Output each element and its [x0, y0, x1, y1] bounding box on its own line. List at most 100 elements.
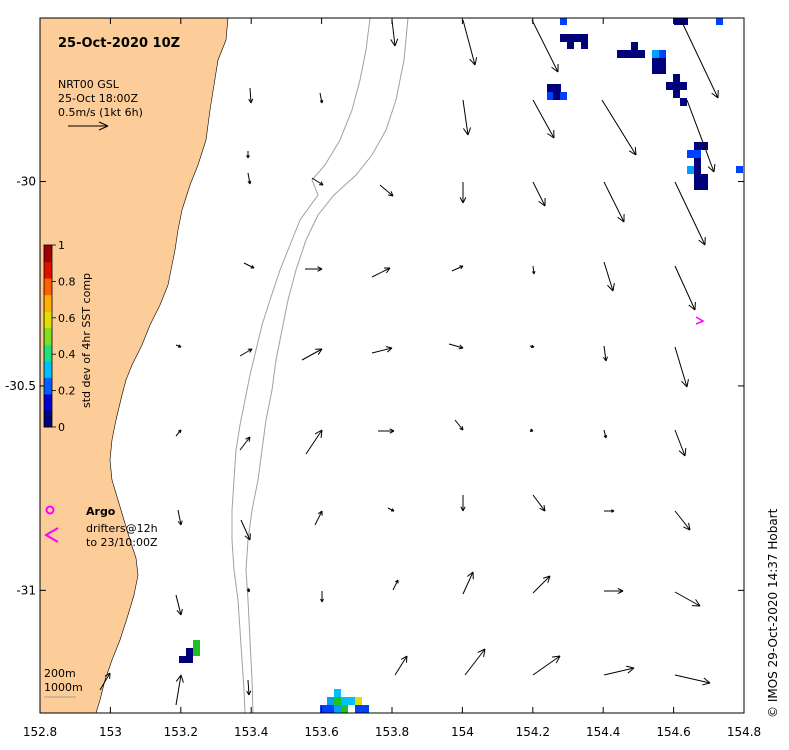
isobath-1000m: [245, 17, 409, 714]
colorbar-ticks: 1 0.8 0.6 0.4 0.2 0: [52, 239, 76, 434]
credit-text: © IMOS 29-Oct-2020 14:37 Hobart: [766, 508, 780, 718]
current-arrow: [239, 348, 253, 357]
current-arrow: [680, 19, 719, 99]
colorbar-segment: [44, 377, 52, 395]
current-arrow: [529, 428, 534, 432]
drifters-line-2: to 23/10:00Z: [86, 536, 158, 549]
colorbar-tick-label: 0: [58, 421, 65, 434]
axis-ticks: [39, 18, 745, 713]
current-arrow: [603, 345, 608, 362]
current-arrow: [603, 665, 635, 676]
colorbar-segment: [44, 261, 52, 279]
x-tick-label: 154.4: [586, 725, 620, 739]
argo-label: Argo: [86, 505, 116, 518]
y-tick-label: -31: [16, 583, 36, 597]
current-arrow: [674, 674, 711, 686]
current-arrow: [531, 19, 559, 73]
x-tick-label: 154.2: [516, 725, 550, 739]
current-arrow: [601, 99, 637, 156]
current-arrow: [462, 571, 474, 595]
current-arrow: [379, 184, 394, 197]
colorbar-segment: [44, 360, 52, 378]
colorbar-segment: [44, 327, 52, 345]
current-arrow: [175, 344, 182, 348]
current-arrow: [674, 429, 687, 457]
current-arrow: [532, 181, 546, 207]
current-arrow: [464, 648, 486, 676]
current-arrow: [301, 348, 323, 361]
drifters-line-1: drifters@12h: [86, 522, 158, 535]
x-tick-label: 153.8: [375, 725, 409, 739]
colorbar-tick-label: 0.2: [58, 385, 76, 398]
y-tick-label: -30: [16, 175, 36, 189]
current-arrow: [462, 99, 472, 136]
current-arrow: [314, 510, 323, 526]
current-arrow: [390, 19, 399, 47]
current-arrow: [243, 262, 255, 269]
colorbar-tick-label: 0.6: [58, 312, 76, 325]
current-arrow: [246, 151, 250, 159]
current-arrow: [177, 509, 183, 526]
x-tick-label: 153.6: [304, 725, 338, 739]
x-tick-label: 153.2: [164, 725, 198, 739]
x-tick-label: 154.6: [656, 725, 690, 739]
source-line-1: NRT00 GSL: [58, 78, 120, 91]
current-arrow: [311, 177, 324, 186]
scale-text: 0.5m/s (1kt 6h): [58, 106, 143, 119]
map-title: 25-Oct-2020 10Z: [58, 36, 180, 51]
colorbar-segment: [44, 245, 52, 263]
current-arrow: [532, 99, 555, 139]
depth-label-1000m: 1000m: [44, 681, 83, 694]
colorbar-tick-label: 0.4: [58, 348, 76, 361]
current-arrow: [378, 428, 395, 434]
current-arrow: [603, 429, 608, 439]
current-arrow: [239, 436, 251, 451]
argo-marker: [45, 505, 55, 515]
current-arrow: [451, 265, 464, 272]
current-arrow: [320, 591, 324, 603]
current-arrow: [603, 261, 615, 292]
current-arrow: [674, 346, 689, 388]
x-tick-label: 154: [451, 725, 474, 739]
current-arrow: [392, 579, 399, 591]
current-arrow: [686, 99, 716, 173]
land-mass: [39, 17, 229, 714]
x-tick-labels: 152.8 153 153.2 153.4 153.6 153.8 154 154.2 154.…: [23, 725, 761, 739]
x-tick-label: 153.4: [234, 725, 268, 739]
x-tick-label: 154.8: [727, 725, 761, 739]
current-arrow: [532, 575, 551, 594]
y-tick-label: -30.5: [5, 379, 36, 393]
current-arrow: [448, 343, 464, 350]
drifter-marker: [44, 527, 59, 543]
current-arrow: [454, 419, 464, 431]
colorbar-segment: [44, 278, 52, 296]
current-arrow: [246, 679, 252, 696]
current-arrow: [371, 267, 391, 278]
current-arrow: [240, 519, 251, 541]
current-arrow: [248, 87, 254, 104]
colorbar-segment: [44, 311, 52, 329]
colorbar-segment: [44, 294, 52, 312]
current-arrow: [305, 266, 323, 272]
colorbar-tick-label: 1: [58, 239, 65, 252]
colorbar: [44, 245, 52, 428]
isobath-200m: [231, 17, 371, 714]
y-tick-labels: -30 -30.5 -31: [5, 175, 36, 598]
current-arrow: [674, 510, 691, 531]
scale-arrow: [68, 121, 109, 131]
colorbar-label: std dev of 4hr SST comp: [80, 273, 93, 408]
current-arrow: [459, 182, 467, 204]
colorbar-segment: [44, 393, 52, 411]
current-arrow: [247, 172, 252, 185]
x-tick-label: 152.8: [23, 725, 57, 739]
current-arrow: [387, 507, 395, 512]
current-arrow: [531, 265, 536, 275]
current-arrow: [175, 674, 184, 706]
colorbar-tick-label: 0.8: [58, 275, 76, 288]
current-arrow: [246, 587, 251, 593]
current-arrow: [532, 494, 546, 512]
current-arrow: [674, 265, 696, 311]
current-arrow: [674, 181, 706, 246]
drifter-track: [695, 316, 705, 325]
